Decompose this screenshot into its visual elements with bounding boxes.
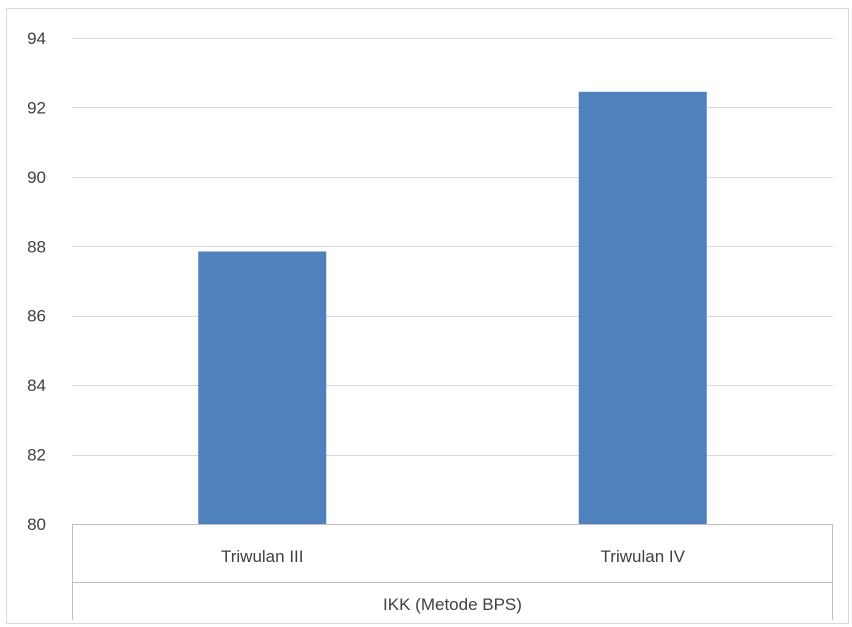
x-category-label: Triwulan III <box>221 547 304 566</box>
category-group-label: IKK (Metode BPS) <box>383 595 522 614</box>
y-tick-label: 80 <box>27 515 46 534</box>
y-tick-labels: 80 82 84 86 88 90 92 94 <box>27 29 46 534</box>
bars <box>198 91 707 525</box>
y-tick-label: 82 <box>27 446 46 465</box>
bar <box>198 251 327 524</box>
y-tick-label: 86 <box>27 307 46 326</box>
y-tick-label: 92 <box>27 98 46 117</box>
y-tick-label: 94 <box>27 29 46 48</box>
y-tick-label: 84 <box>27 376 46 395</box>
y-tick-label: 90 <box>27 168 46 187</box>
y-tick-label: 88 <box>27 237 46 256</box>
category-labels: Triwulan III Triwulan IV <box>221 547 686 566</box>
x-category-label: Triwulan IV <box>601 547 686 566</box>
axes <box>72 524 833 620</box>
bar <box>578 91 707 525</box>
